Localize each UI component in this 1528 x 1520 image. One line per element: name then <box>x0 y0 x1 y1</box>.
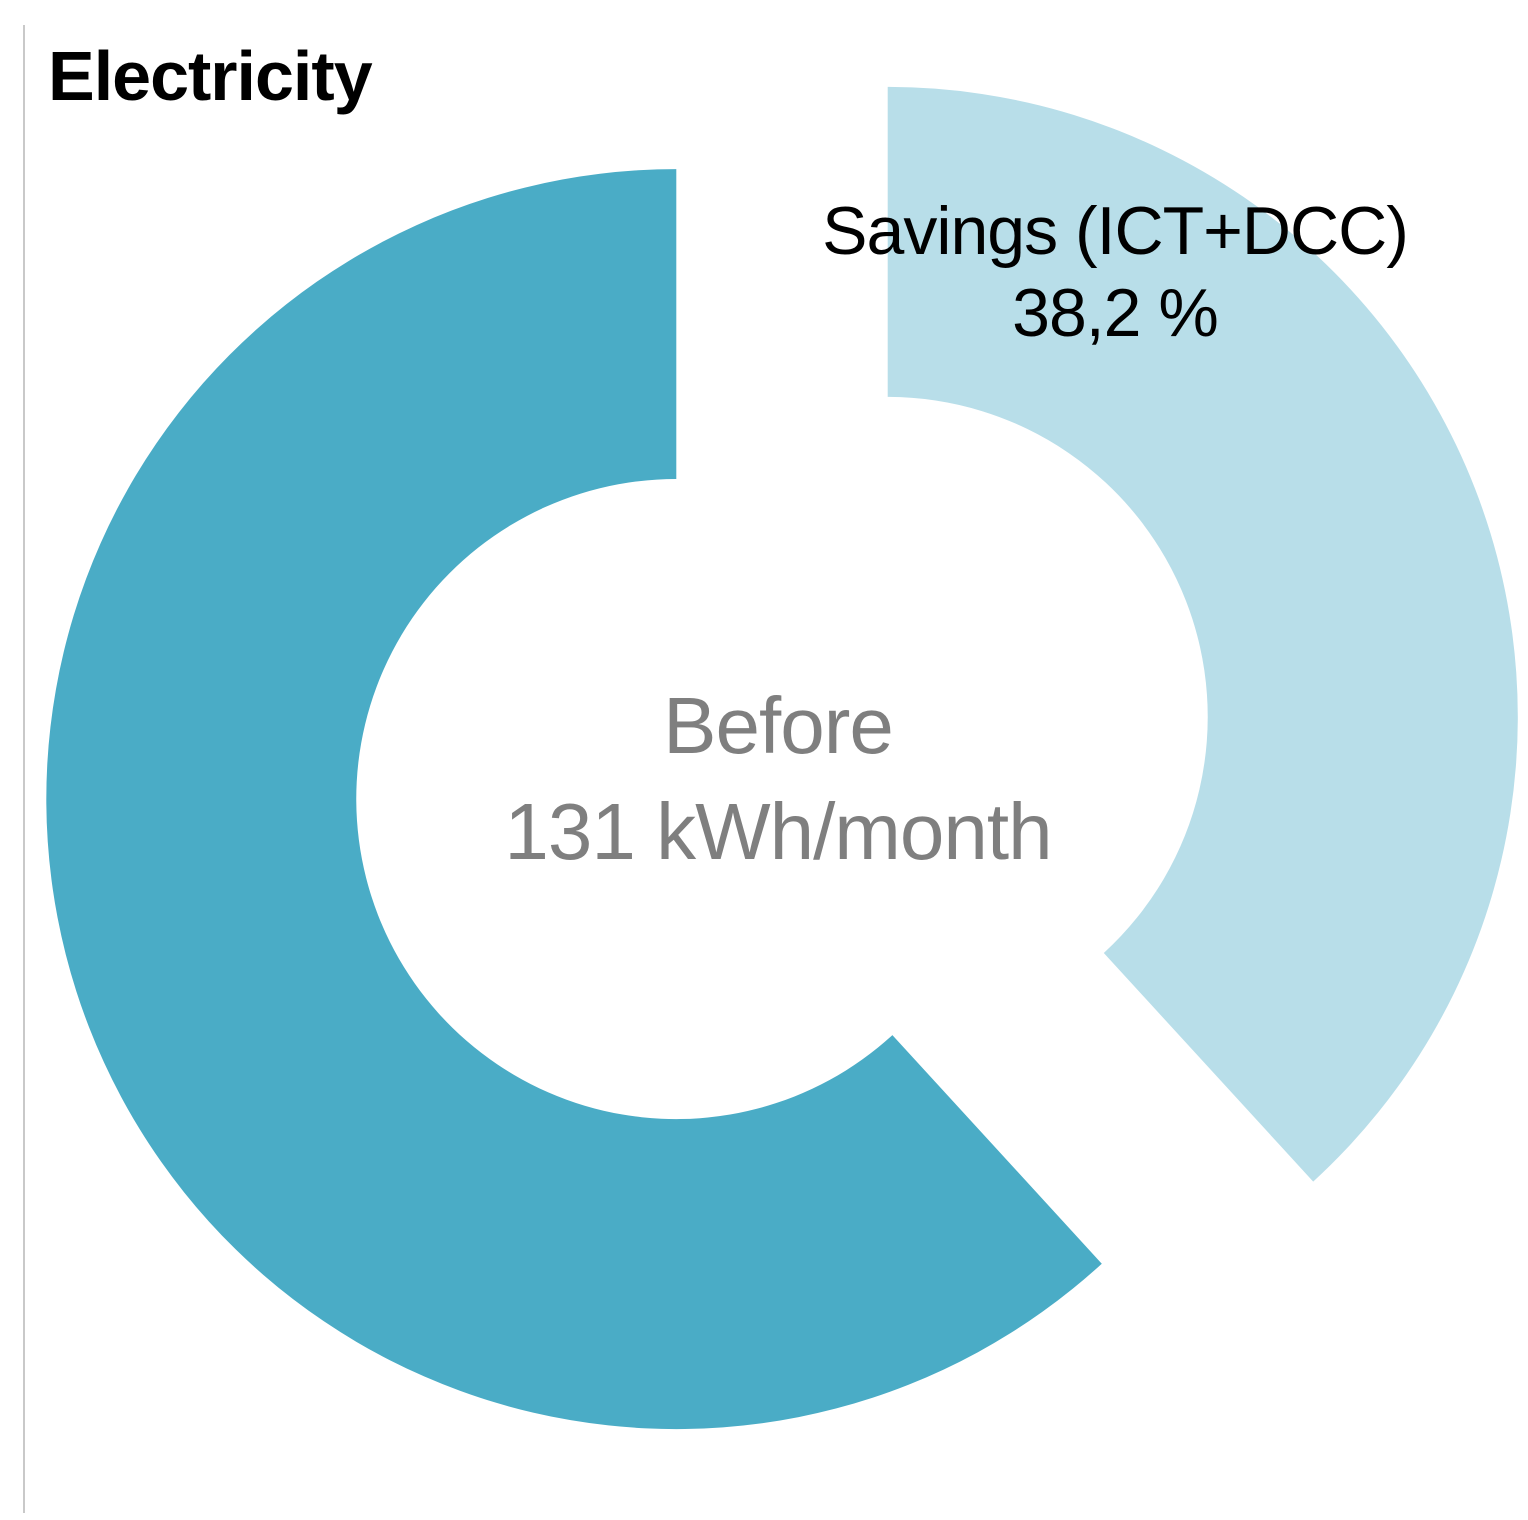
slice-savings <box>887 86 1518 1182</box>
savings-slice-label-name: Savings (ICT+DCC) <box>822 193 1409 269</box>
donut-center-label: Before 131 kWh/month <box>504 673 1052 885</box>
chart-title: Electricity <box>48 37 373 115</box>
savings-slice-label: Savings (ICT+DCC) 38,2 % <box>822 190 1409 354</box>
left-edge-rule <box>23 25 25 1513</box>
savings-slice-label-value: 38,2 % <box>1012 275 1219 351</box>
donut-center-label-value: 131 kWh/month <box>504 787 1052 876</box>
slice-before <box>46 169 1102 1430</box>
donut-center-label-name: Before <box>663 681 894 770</box>
